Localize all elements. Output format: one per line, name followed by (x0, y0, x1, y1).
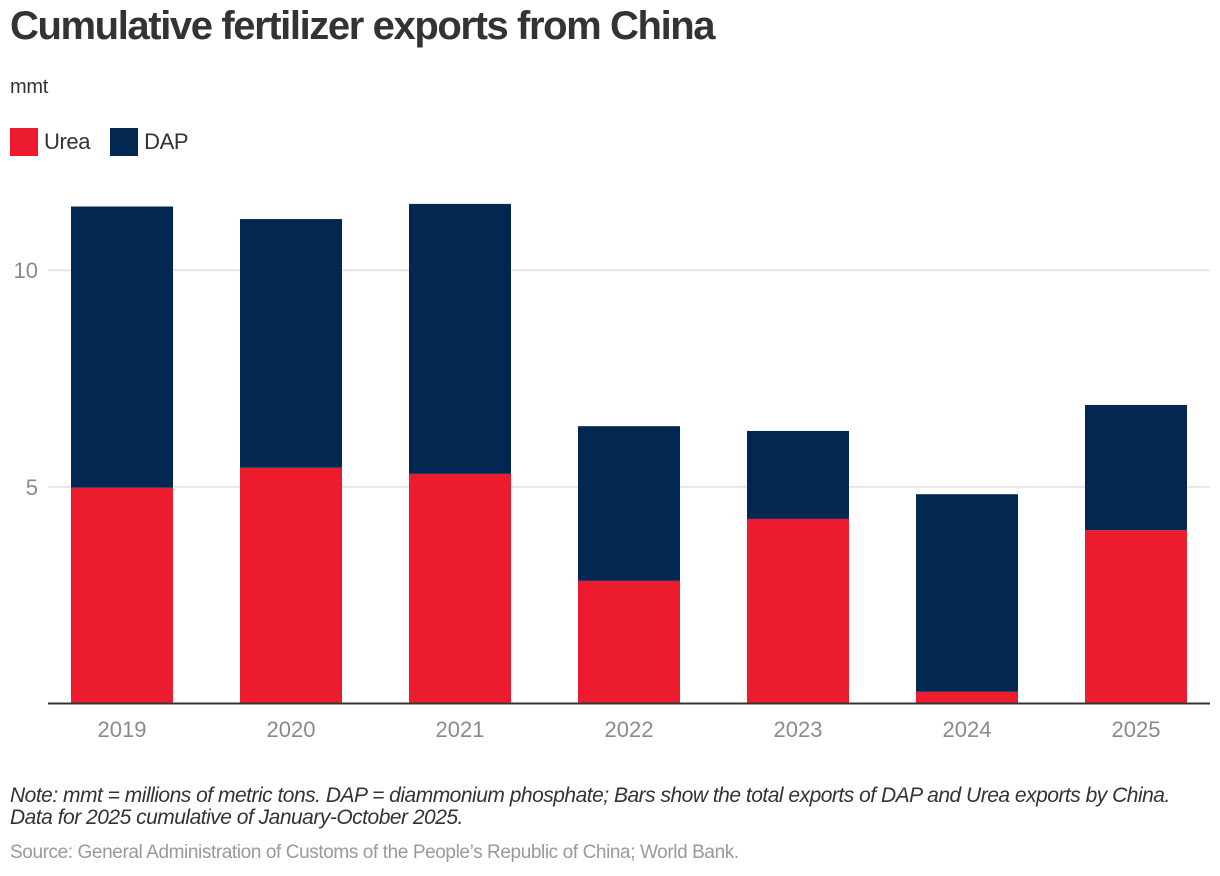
legend: Urea DAP (10, 128, 208, 156)
legend-label-dap: DAP (144, 129, 189, 154)
bar-urea-2023 (747, 518, 849, 704)
bar-group-2022 (578, 426, 680, 704)
bar-urea-2025 (1085, 530, 1187, 704)
y-axis-ticks: 5 10 (14, 258, 38, 500)
legend-item-urea: Urea (10, 128, 90, 156)
x-tick-label-2019: 2019 (98, 717, 147, 742)
x-tick-label-2022: 2022 (605, 717, 654, 742)
bar-urea-2020 (240, 467, 342, 704)
bar-dap-2019 (71, 206, 173, 488)
bar-group-2021 (409, 203, 511, 704)
chart-subtitle-unit: mmt (10, 76, 48, 98)
bar-urea-2019 (71, 487, 173, 704)
bar-dap-2023 (747, 430, 849, 519)
bar-urea-2022 (578, 580, 680, 704)
x-tick-label-2024: 2024 (943, 717, 992, 742)
bar-group-2020 (240, 219, 342, 704)
bar-group-2025 (1085, 404, 1187, 704)
x-tick-label-2020: 2020 (267, 717, 316, 742)
legend-swatch-dap (110, 128, 139, 156)
bar-group-2024 (916, 494, 1018, 704)
y-tick-label-10: 10 (14, 258, 38, 283)
x-axis: 2019 2020 2021 2022 2023 2024 2025 (48, 702, 1210, 742)
bar-dap-2020 (240, 219, 342, 468)
bar-dap-2025 (1085, 404, 1187, 531)
bar-dap-2022 (578, 426, 680, 581)
legend-swatch-urea (10, 128, 38, 156)
x-tick-label-2023: 2023 (774, 717, 823, 742)
bar-urea-2021 (409, 473, 511, 704)
bar-urea-2024 (916, 691, 1018, 704)
bar-group-2023 (747, 430, 849, 704)
bar-group-2019 (71, 206, 173, 704)
x-tick-label-2021: 2021 (436, 717, 485, 742)
legend-label-urea: Urea (44, 129, 91, 154)
y-tick-label-5: 5 (26, 475, 38, 500)
x-tick-label-2025: 2025 (1112, 717, 1161, 742)
bar-dap-2021 (409, 203, 511, 474)
chart-note: Note: mmt = millions of metric tons. DAP… (10, 784, 1170, 829)
legend-item-dap: DAP (110, 128, 189, 156)
bar-dap-2024 (916, 494, 1018, 692)
chart-source: Source: General Administration of Custom… (10, 842, 739, 863)
bars (71, 203, 1187, 704)
chart-title: Cumulative fertilizer exports from China (10, 4, 716, 48)
